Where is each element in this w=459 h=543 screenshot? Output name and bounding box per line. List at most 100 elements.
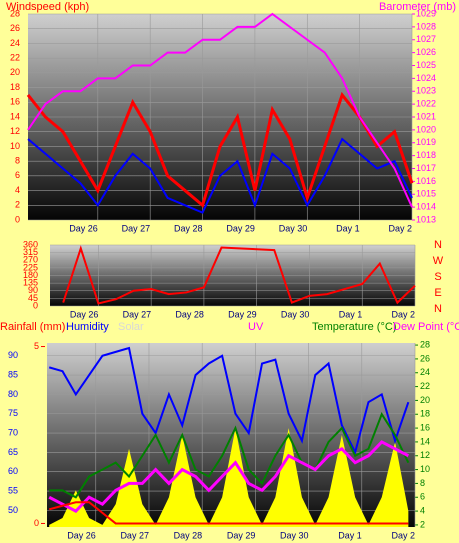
y-tick-label: 55 bbox=[8, 485, 18, 495]
y-tick-label: 24 bbox=[10, 38, 20, 48]
y-tick-label: 12 bbox=[10, 126, 20, 136]
compass-label: N bbox=[434, 239, 442, 251]
axis-label: Dew Point (°C bbox=[393, 321, 459, 333]
y2-tick-label: 14 bbox=[420, 436, 430, 446]
y2-tick-label: 1019 bbox=[416, 137, 436, 147]
x-tick-label: Day 26 bbox=[70, 309, 99, 319]
x-tick-label: Day 1 bbox=[339, 309, 363, 319]
y2-label: Barometer (mb) bbox=[379, 1, 456, 13]
x-tick-label: Day 29 bbox=[228, 309, 257, 319]
y-tick-label: 26 bbox=[10, 23, 20, 33]
y2-tick-label: 1026 bbox=[416, 47, 436, 57]
axis-label: Humidity bbox=[66, 321, 109, 333]
axis-label: Rainfall (mm) bbox=[0, 321, 65, 333]
y2-tick-label: 26 bbox=[420, 353, 430, 363]
y-tick-label: 10 bbox=[10, 141, 20, 151]
y2-tick-label: 1013 bbox=[416, 214, 436, 224]
x-tick-label: Day 1 bbox=[338, 530, 362, 540]
x-tick-label: Day 2 bbox=[391, 530, 415, 540]
y2-tick-label: 22 bbox=[420, 381, 430, 391]
y2-tick-label: 1027 bbox=[416, 34, 436, 44]
y-tick-label: 0 bbox=[33, 300, 38, 310]
x-tick-label: Day 28 bbox=[175, 309, 204, 319]
y2-tick-label: 18 bbox=[420, 409, 430, 419]
y2-tick-label: 1014 bbox=[416, 202, 436, 212]
y-tick-label: 20 bbox=[10, 67, 20, 77]
y2-tick-label: 10 bbox=[420, 464, 430, 474]
x-tick-label: Day 30 bbox=[280, 530, 309, 540]
compass-label: S bbox=[434, 271, 441, 283]
y-tick-label: 50 bbox=[8, 505, 18, 515]
y-tick-label: 360 bbox=[23, 239, 38, 249]
rain-tick-label: 0 bbox=[34, 518, 39, 528]
line bbox=[27, 12, 413, 208]
y-tick-label: 90 bbox=[28, 285, 38, 295]
y2-tick-label: 1016 bbox=[416, 176, 436, 186]
y-tick-label: 45 bbox=[28, 293, 38, 303]
x-tick-label: Day 28 bbox=[174, 223, 203, 233]
y2-tick-label: 2 bbox=[420, 519, 425, 529]
y-tick-label: 70 bbox=[8, 427, 18, 437]
y-tick-label: 18 bbox=[10, 82, 20, 92]
axis-label: Solar bbox=[118, 321, 144, 333]
y2-tick-label: 1022 bbox=[416, 99, 436, 109]
compass-label: W bbox=[433, 255, 444, 267]
line bbox=[27, 137, 413, 214]
x-tick-label: Day 27 bbox=[120, 530, 149, 540]
line bbox=[49, 412, 410, 499]
y-tick-label: 80 bbox=[8, 389, 18, 399]
y-tick-label: 0 bbox=[15, 214, 20, 224]
y-tick-label: 14 bbox=[10, 111, 20, 121]
y-tick-label: 270 bbox=[23, 255, 38, 265]
x-tick-label: Day 28 bbox=[174, 530, 203, 540]
y-tick-label: 180 bbox=[23, 270, 38, 280]
y2-tick-label: 8 bbox=[420, 478, 425, 488]
y-tick-label: 315 bbox=[23, 247, 38, 257]
y-tick-label: 16 bbox=[10, 97, 20, 107]
y2-tick-label: 12 bbox=[420, 450, 430, 460]
line bbox=[48, 440, 410, 513]
y2-tick-label: 1028 bbox=[416, 21, 436, 31]
y2-tick-label: 1020 bbox=[416, 124, 436, 134]
y2-tick-label: 16 bbox=[420, 422, 430, 432]
y-tick-label: 75 bbox=[8, 408, 18, 418]
x-tick-label: Day 27 bbox=[122, 223, 151, 233]
axis-label: Temperature (°C) bbox=[312, 321, 396, 333]
y-tick-label: 28 bbox=[10, 8, 20, 18]
y2-tick-label: 24 bbox=[420, 367, 430, 377]
y2-tick-label: 1024 bbox=[416, 73, 436, 83]
y2-tick-label: 28 bbox=[420, 339, 430, 349]
x-tick-label: Day 26 bbox=[69, 223, 98, 233]
x-tick-label: Day 29 bbox=[227, 530, 256, 540]
y2-tick-label: 1015 bbox=[416, 189, 436, 199]
y-tick-label: 135 bbox=[23, 278, 38, 288]
y-tick-label: 2 bbox=[15, 200, 20, 210]
line bbox=[48, 346, 410, 456]
y-tick-label: 65 bbox=[8, 447, 18, 457]
line bbox=[62, 245, 416, 305]
y2-tick-label: 20 bbox=[420, 395, 430, 405]
y2-tick-label: 1021 bbox=[416, 111, 436, 121]
x-tick-label: Day 30 bbox=[281, 309, 310, 319]
compass-label: N bbox=[434, 303, 442, 315]
y-tick-label: 22 bbox=[10, 53, 20, 63]
x-tick-label: Day 29 bbox=[226, 223, 255, 233]
x-tick-label: Day 1 bbox=[336, 223, 360, 233]
y-tick-label: 90 bbox=[8, 350, 18, 360]
x-tick-label: Day 30 bbox=[279, 223, 308, 233]
y-tick-label: 85 bbox=[8, 369, 18, 379]
y2-tick-label: 6 bbox=[420, 492, 425, 502]
y-label: Windspeed (kph) bbox=[6, 1, 89, 13]
x-tick-label: Day 26 bbox=[67, 530, 96, 540]
y2-tick-label: 1025 bbox=[416, 60, 436, 70]
y-tick-label: 6 bbox=[15, 170, 20, 180]
x-tick-label: Day 27 bbox=[123, 309, 152, 319]
x-tick-label: Day 2 bbox=[388, 223, 412, 233]
y-tick-label: 8 bbox=[15, 156, 20, 166]
x-tick-label: Day 2 bbox=[391, 309, 415, 319]
axis-label: UV bbox=[248, 321, 264, 333]
line bbox=[26, 91, 414, 208]
y2-tick-label: 1029 bbox=[416, 8, 436, 18]
y2-tick-label: 1023 bbox=[416, 86, 436, 96]
